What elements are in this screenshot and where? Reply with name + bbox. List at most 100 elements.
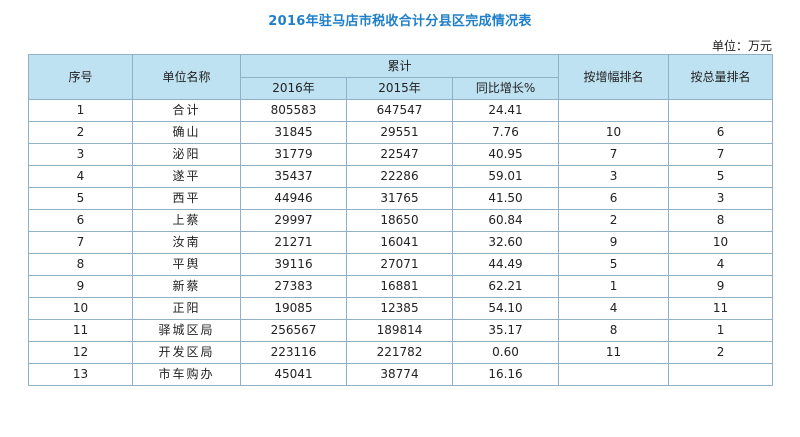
cell-2015: 22547 xyxy=(346,143,453,166)
cell-growth: 35.17 xyxy=(451,319,560,342)
cell-rank-total: 8 xyxy=(668,209,774,232)
unit-label: 单位：万元 xyxy=(711,39,772,53)
cell-2016: 805583 xyxy=(240,99,347,122)
cell-2015: 189814 xyxy=(346,319,453,342)
table-row: 13 市车购办 45041 38774 16.16 xyxy=(28,363,774,386)
cell-seq: 7 xyxy=(28,231,133,254)
cell-growth: 24.41 xyxy=(451,99,560,122)
header-rank-total: 按总量排名 xyxy=(668,54,774,100)
cell-rank-growth: 8 xyxy=(558,319,670,342)
cell-2015: 18650 xyxy=(346,209,453,232)
table-row: 1 合计 805583 647547 24.41 xyxy=(28,99,774,122)
cell-rank-growth: 7 xyxy=(558,143,670,166)
cell-seq: 5 xyxy=(28,187,133,210)
cell-2016: 45041 xyxy=(240,363,347,386)
cell-2016: 256567 xyxy=(240,319,347,342)
cell-seq: 9 xyxy=(28,275,133,298)
table-body: 1 合计 805583 647547 24.41 2 确山 31845 29551 7.76 10 6… xyxy=(28,99,774,386)
cell-unit-name: 开发区局 xyxy=(132,341,241,364)
cell-rank-growth: 6 xyxy=(558,187,670,210)
cell-growth: 7.76 xyxy=(451,121,560,144)
cell-2016: 39116 xyxy=(240,253,347,276)
cell-seq: 6 xyxy=(28,209,133,232)
cell-growth: 62.21 xyxy=(451,275,560,298)
cell-seq: 4 xyxy=(28,165,133,188)
cell-seq: 1 xyxy=(28,99,133,122)
table-row: 9 新蔡 27383 16881 62.21 1 9 xyxy=(28,275,774,298)
cell-seq: 3 xyxy=(28,143,133,166)
cell-rank-total: 11 xyxy=(668,297,774,320)
table-row: 12 开发区局 223116 221782 0.60 11 2 xyxy=(28,341,774,364)
cell-rank-total: 5 xyxy=(668,165,774,188)
cell-rank-total xyxy=(668,363,774,386)
cell-unit-name: 泌阳 xyxy=(132,143,241,166)
cell-growth: 44.49 xyxy=(451,253,560,276)
cell-2015: 16881 xyxy=(346,275,453,298)
cell-seq: 2 xyxy=(28,121,133,144)
table-row: 8 平舆 39116 27071 44.49 5 4 xyxy=(28,253,774,276)
cell-unit-name: 合计 xyxy=(132,99,241,122)
cell-rank-growth xyxy=(558,99,670,122)
cell-2015: 16041 xyxy=(346,231,453,254)
cell-2015: 647547 xyxy=(346,99,453,122)
table-row: 5 西平 44946 31765 41.50 6 3 xyxy=(28,187,774,210)
cell-rank-total: 4 xyxy=(668,253,774,276)
cell-rank-growth: 3 xyxy=(558,165,670,188)
cell-2016: 31779 xyxy=(240,143,347,166)
cell-unit-name: 汝南 xyxy=(132,231,241,254)
cell-rank-growth: 4 xyxy=(558,297,670,320)
cell-growth: 54.10 xyxy=(451,297,560,320)
header-growth: 同比增长% xyxy=(451,77,560,100)
cell-growth: 60.84 xyxy=(451,209,560,232)
cell-unit-name: 确山 xyxy=(132,121,241,144)
cell-seq: 13 xyxy=(28,363,133,386)
cell-2015: 38774 xyxy=(346,363,453,386)
cell-unit-name: 遂平 xyxy=(132,165,241,188)
cell-rank-total: 3 xyxy=(668,187,774,210)
cell-unit-name: 市车购办 xyxy=(132,363,241,386)
table-row: 6 上蔡 29997 18650 60.84 2 8 xyxy=(28,209,774,232)
cell-rank-total: 7 xyxy=(668,143,774,166)
header-seq: 序号 xyxy=(28,54,133,100)
cell-unit-name: 新蔡 xyxy=(132,275,241,298)
cell-2016: 223116 xyxy=(240,341,347,364)
cell-unit-name: 正阳 xyxy=(132,297,241,320)
cell-unit-name: 驿城区局 xyxy=(132,319,241,342)
cell-2016: 19085 xyxy=(240,297,347,320)
header-cumulative: 累计 xyxy=(239,54,560,78)
cell-rank-growth: 11 xyxy=(558,341,670,364)
cell-growth: 32.60 xyxy=(451,231,560,254)
cell-2016: 44946 xyxy=(240,187,347,210)
cell-seq: 10 xyxy=(28,297,133,320)
cell-seq: 11 xyxy=(28,319,133,342)
cell-growth: 16.16 xyxy=(451,363,560,386)
cell-rank-total: 9 xyxy=(668,275,774,298)
cell-rank-total: 1 xyxy=(668,319,774,342)
table-row: 7 汝南 21271 16041 32.60 9 10 xyxy=(28,231,774,254)
cell-rank-total: 6 xyxy=(668,121,774,144)
cell-2015: 31765 xyxy=(346,187,453,210)
table-header: 序号 单位名称 累计 按增幅排名 按总量排名 2016年 2015年 同比增长% xyxy=(28,54,774,100)
cell-rank-growth: 9 xyxy=(558,231,670,254)
cell-growth: 41.50 xyxy=(451,187,560,210)
cell-2015: 12385 xyxy=(346,297,453,320)
cell-2016: 21271 xyxy=(240,231,347,254)
header-2015: 2015年 xyxy=(346,77,453,100)
cell-rank-total: 2 xyxy=(668,341,774,364)
tax-table: 序号 单位名称 累计 按增幅排名 按总量排名 2016年 2015年 同比增长%… xyxy=(28,54,774,386)
cell-rank-growth: 10 xyxy=(558,121,670,144)
table-row: 2 确山 31845 29551 7.76 10 6 xyxy=(28,121,774,144)
cell-2015: 221782 xyxy=(346,341,453,364)
cell-unit-name: 平舆 xyxy=(132,253,241,276)
cell-rank-total: 10 xyxy=(668,231,774,254)
cell-2015: 27071 xyxy=(346,253,453,276)
table-row: 10 正阳 19085 12385 54.10 4 11 xyxy=(28,297,774,320)
cell-seq: 8 xyxy=(28,253,133,276)
cell-unit-name: 西平 xyxy=(132,187,241,210)
header-rank-growth: 按增幅排名 xyxy=(558,54,670,100)
cell-growth: 59.01 xyxy=(451,165,560,188)
table-title: 2016年驻马店市税收合计分县区完成情况表 xyxy=(268,14,532,29)
cell-2015: 29551 xyxy=(346,121,453,144)
cell-seq: 12 xyxy=(28,341,133,364)
cell-2016: 29997 xyxy=(240,209,347,232)
